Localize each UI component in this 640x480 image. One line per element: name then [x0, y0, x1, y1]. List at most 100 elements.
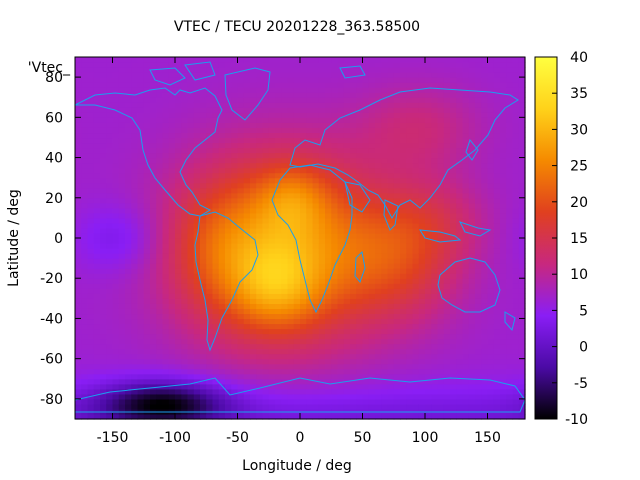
heatmap-cell — [337, 388, 345, 395]
heatmap-cell — [406, 353, 414, 360]
heatmap-cell — [337, 398, 345, 405]
heatmap-cell — [331, 378, 339, 385]
heatmap-cell — [218, 67, 226, 73]
heatmap-cell — [131, 398, 139, 405]
heatmap-cell — [306, 343, 314, 350]
heatmap-cell — [293, 177, 301, 184]
heatmap-cell — [212, 187, 220, 194]
heatmap-cell — [175, 243, 182, 249]
heatmap-cell — [250, 253, 257, 259]
heatmap-cell — [337, 378, 345, 385]
heatmap-cell — [162, 368, 170, 375]
heatmap-cell — [481, 62, 489, 68]
heatmap-cell — [418, 273, 426, 279]
heatmap-cell — [175, 142, 182, 149]
heatmap-cell — [193, 152, 201, 159]
heatmap-cell — [493, 243, 501, 249]
heatmap-cell — [87, 57, 95, 63]
heatmap-cell — [187, 62, 195, 68]
heatmap-cell — [81, 187, 89, 194]
heatmap-cell — [450, 77, 457, 83]
heatmap-cell — [237, 122, 245, 128]
heatmap-cell — [125, 308, 132, 315]
heatmap-cell — [137, 383, 145, 390]
heatmap-cell — [100, 192, 107, 199]
heatmap-cell — [206, 127, 214, 134]
heatmap-cell — [475, 338, 482, 345]
heatmap-cell — [400, 338, 407, 345]
heatmap-cell — [281, 253, 289, 259]
heatmap-cell — [468, 212, 476, 219]
heatmap-cell — [356, 182, 364, 189]
heatmap-cell — [262, 368, 270, 375]
heatmap-cell — [437, 142, 445, 149]
heatmap-cell — [493, 62, 501, 68]
heatmap-cell — [368, 62, 376, 68]
heatmap-cell — [237, 212, 245, 219]
heatmap-cell — [287, 378, 295, 385]
heatmap-cell — [212, 238, 220, 244]
heatmap-cell — [400, 313, 407, 320]
heatmap-cell — [81, 368, 89, 375]
heatmap-cell — [381, 232, 389, 239]
heatmap-cell — [437, 137, 445, 144]
heatmap-cell — [443, 232, 451, 239]
heatmap-cell — [212, 72, 220, 78]
heatmap-cell — [125, 217, 132, 224]
heatmap-cell — [275, 147, 282, 154]
heatmap-cell — [293, 87, 301, 93]
heatmap-cell — [481, 333, 489, 340]
heatmap-cell — [231, 97, 239, 103]
heatmap-cell — [481, 293, 489, 299]
heatmap-cell — [400, 278, 407, 284]
heatmap-cell — [250, 388, 257, 395]
heatmap-cell — [362, 318, 370, 325]
heatmap-cell — [118, 373, 126, 380]
heatmap-cell — [143, 413, 151, 420]
heatmap-cell — [106, 298, 114, 304]
heatmap-cell — [412, 393, 420, 400]
heatmap-cell — [362, 328, 370, 335]
heatmap-cell — [143, 142, 151, 149]
heatmap-cell — [268, 152, 276, 159]
heatmap-cell — [331, 308, 339, 315]
heatmap-cell — [500, 132, 507, 139]
heatmap-cell — [112, 142, 120, 149]
heatmap-cell — [300, 97, 307, 103]
heatmap-cell — [487, 112, 495, 118]
heatmap-cell — [262, 278, 270, 284]
heatmap-cell — [343, 97, 351, 103]
heatmap-cell — [406, 413, 414, 420]
heatmap-cell — [193, 227, 201, 234]
heatmap-cell — [493, 258, 501, 264]
heatmap-cell — [443, 102, 451, 108]
heatmap-cell — [212, 243, 220, 249]
heatmap-cell — [143, 378, 151, 385]
heatmap-cell — [268, 393, 276, 400]
heatmap-cell — [450, 142, 457, 149]
heatmap-cell — [175, 348, 182, 355]
heatmap-cell — [293, 117, 301, 123]
heatmap-cell — [181, 217, 189, 224]
heatmap-cell — [356, 217, 364, 224]
heatmap-cell — [425, 248, 432, 254]
heatmap-cell — [250, 283, 257, 289]
heatmap-cell — [206, 147, 214, 154]
heatmap-cell — [250, 57, 257, 63]
heatmap-cell — [400, 328, 407, 335]
heatmap-cell — [362, 348, 370, 355]
heatmap-cell — [106, 67, 114, 73]
heatmap-cell — [150, 403, 157, 410]
heatmap-cell — [493, 207, 501, 214]
heatmap-cell — [100, 217, 107, 224]
heatmap-cell — [437, 192, 445, 199]
heatmap-cell — [318, 217, 326, 224]
heatmap-cell — [187, 172, 195, 179]
heatmap-cell — [481, 82, 489, 88]
heatmap-cell — [387, 92, 395, 98]
heatmap-cell — [212, 192, 220, 199]
heatmap-cell — [206, 243, 214, 249]
heatmap-cell — [137, 308, 145, 315]
heatmap-cell — [106, 363, 114, 370]
heatmap-cell — [75, 398, 82, 405]
